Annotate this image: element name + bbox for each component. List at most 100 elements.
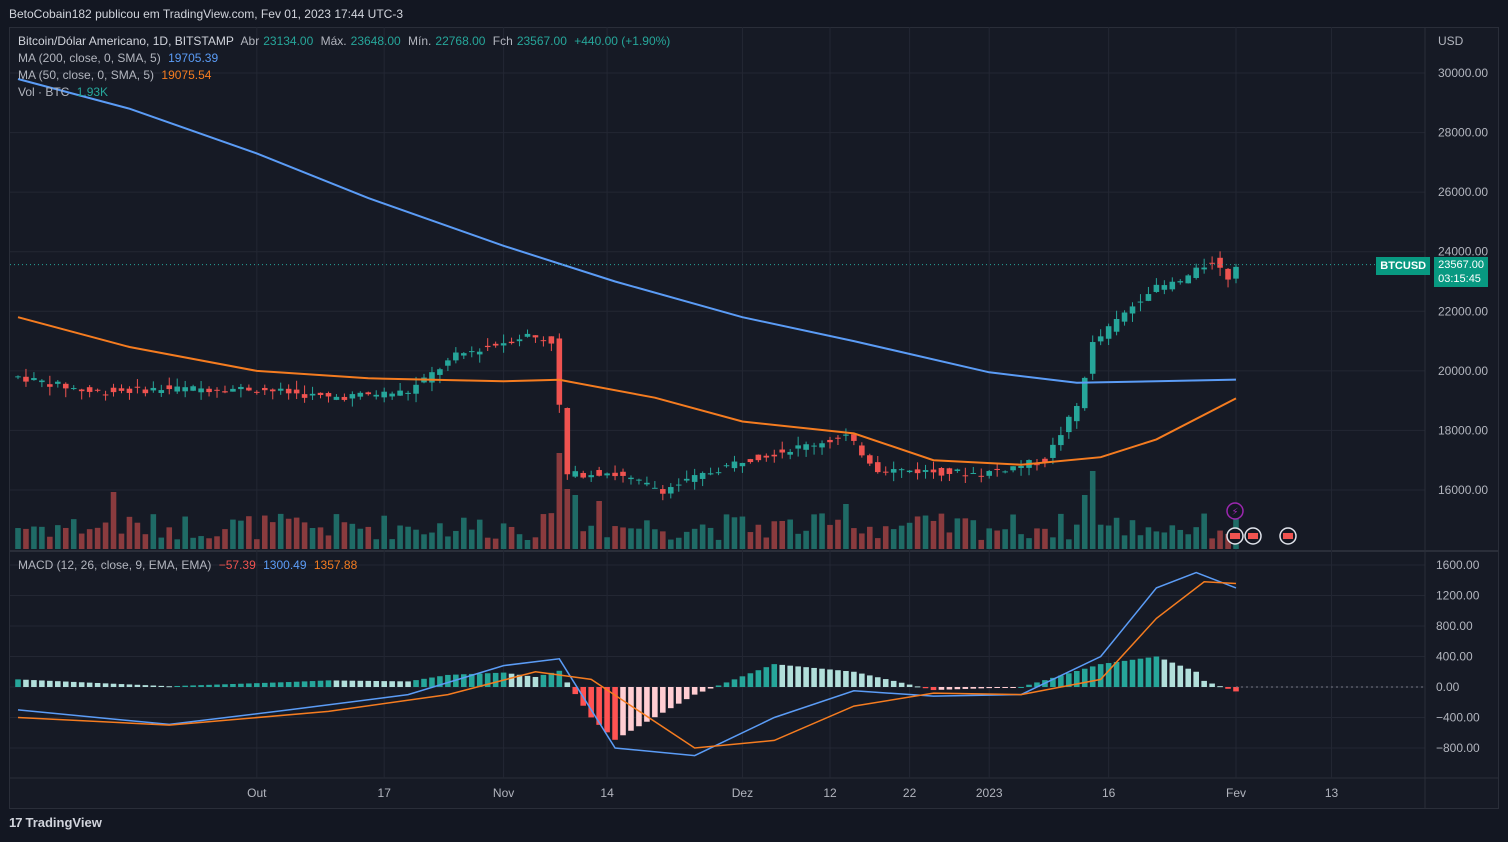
macd-histogram-bar [707,687,714,689]
macd-histogram-bar [389,681,395,687]
macd-histogram-bar [158,685,165,687]
macd-histogram-bar [373,681,380,687]
last-price-value: 23567.00 [1438,259,1484,271]
volume-bar [532,537,539,549]
candle-body [660,489,666,494]
volume-bar [373,539,380,549]
volume-bar [118,533,125,549]
volume-bar [277,513,284,549]
volume-bar [596,501,602,549]
macd-histogram-bar [166,686,173,688]
macd-histogram-bar [254,683,260,687]
macd-histogram-bar [206,684,212,687]
candle-body [771,454,778,457]
macd-histogram-bar [413,680,419,687]
macd-histogram-bar [126,684,133,687]
candle-body [333,396,340,400]
macd-histogram-bar [699,687,706,692]
candle-body [357,392,364,397]
currency-label: USD [1438,34,1464,48]
macd-histogram-bar [572,687,579,695]
volume-legend[interactable]: Vol · BTC 1.93K [18,85,112,99]
tradingview-footer[interactable]: 17 TradingView [9,815,102,830]
candle-body [174,386,181,392]
macd-histogram-bar [437,676,443,687]
ma200-legend[interactable]: MA (200, close, 0, SMA, 5) 19705.39 [18,51,222,65]
ma50-value: 19075.54 [161,68,212,82]
volume-bar [556,453,563,549]
macd-histogram-bar [198,685,204,687]
macd-legend[interactable]: MACD (12, 26, close, 9, EMA, EMA) −57.39… [18,558,361,572]
macd-histogram-bar [484,673,491,687]
volume-bar [405,526,411,549]
volume-bar [954,518,961,549]
macd-histogram-bar [922,687,929,689]
candle-body [86,387,93,392]
candle-body [500,343,507,346]
candle-body [110,387,117,393]
chart-frame[interactable] [9,27,1499,809]
time-tick-label: 22 [903,786,917,800]
macd-histogram-bar [755,670,762,687]
candle-body [261,387,268,391]
candle-body [1089,342,1096,374]
candle-body [731,461,738,469]
macd-histogram-bar [397,681,403,687]
candle-body [182,387,188,392]
candle-body [843,434,849,436]
volume-bar [922,515,929,549]
candle-body [325,393,332,397]
macd-histogram-bar [277,682,284,687]
macd-histogram-bar [787,665,793,687]
candle-body [1058,435,1064,446]
volume-bar [293,517,300,549]
candle-body [922,470,929,472]
volume-bar [55,525,61,549]
volume-bar [222,529,228,549]
candle-body [453,352,459,361]
candle-body [1145,294,1152,301]
macd-tick-label: 1200.00 [1436,589,1480,603]
volume-bar [341,522,348,549]
candle-body [755,454,762,461]
volume-bar [134,522,141,549]
volume-bar [779,520,786,549]
volume-bar [747,532,754,549]
candle-body [1050,444,1056,458]
volume-bar [644,520,650,549]
macd-label: MACD (12, 26, close, 9, EMA, EMA) [18,558,212,572]
volume-bar [1177,529,1184,549]
volume-bar [540,514,547,549]
flash-glyph: ⚡ [1231,507,1238,518]
volume-bar [317,527,324,549]
macd-hist-value: −57.39 [218,558,256,572]
volume-bar [1113,517,1120,549]
macd-tick-label: 400.00 [1436,650,1473,664]
macd-histogram-bar [771,664,778,687]
ma50-label: MA (50, close, 0, SMA, 5) [18,68,155,82]
volume-bar [31,526,37,549]
macd-histogram-bar [715,685,722,687]
candle-body [1073,406,1080,422]
volume-bar [429,532,435,549]
volume-bar [564,489,571,549]
macd-histogram-bar [476,673,483,687]
macd-tick-label: −800.00 [1436,741,1480,755]
candle-body [214,389,220,391]
macd-histogram-bar [1169,662,1176,687]
ma50-legend[interactable]: MA (50, close, 0, SMA, 5) 19075.54 [18,68,215,82]
volume-bar [612,526,618,549]
volume-bar [23,528,29,549]
candle-body [445,360,451,366]
macd-histogram-bar [118,684,125,687]
volume-bar [1018,534,1024,549]
volume-bar [421,534,427,549]
volume-bar [994,530,1000,549]
candle-body [874,462,881,473]
volume-bar [285,518,292,549]
candle-body [532,335,539,338]
macd-histogram-bar [859,673,865,687]
candle-body [293,389,300,394]
candle-body [1177,281,1184,283]
